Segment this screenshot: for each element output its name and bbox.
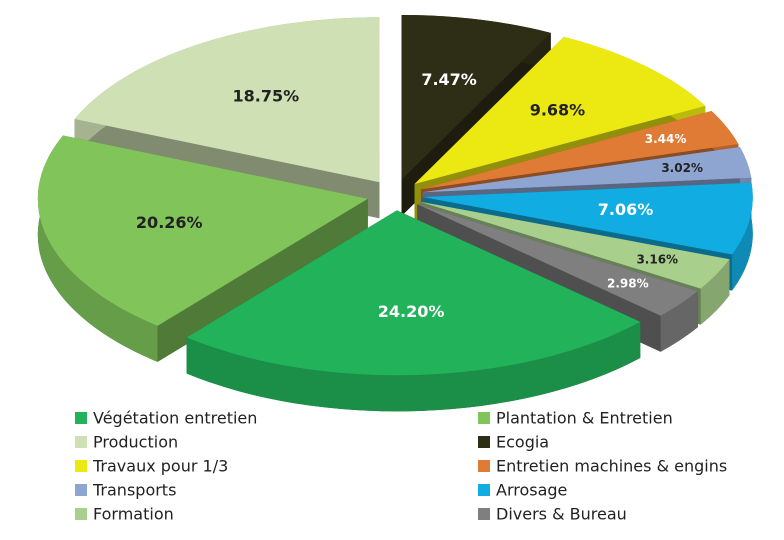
- legend-label: Divers & Bureau: [496, 505, 627, 524]
- slice: [420, 201, 730, 289]
- slice: [417, 204, 698, 316]
- slice: [422, 182, 753, 255]
- legend-label: Végétation entretien: [93, 409, 257, 428]
- legend-swatch: [75, 508, 87, 520]
- data-label: 24.20%: [378, 302, 445, 321]
- legend-swatch: [75, 460, 87, 472]
- legend-label: Formation: [93, 505, 174, 524]
- legend-swatch: [478, 460, 490, 472]
- legend-swatch: [75, 436, 87, 448]
- legend-swatch: [478, 484, 490, 496]
- data-label: 20.26%: [136, 213, 203, 232]
- data-label: 3.16%: [636, 252, 678, 266]
- pie: 24.20% 20.26% 18.75% 7.47% 9.68% 3.44% 3.02% 7.…: [37, 15, 753, 412]
- slice-side: [157, 198, 368, 362]
- legend-swatch: [75, 412, 87, 424]
- slice-side: [186, 321, 641, 412]
- data-label: 18.75%: [232, 87, 299, 106]
- legend-swatch: [478, 508, 490, 520]
- data-label: 3.44%: [645, 132, 687, 146]
- legend-label: Travaux pour 1/3: [92, 457, 228, 476]
- slice: [401, 15, 551, 181]
- slice-side: [660, 291, 698, 352]
- legend-label: Entretien machines & engins: [496, 457, 727, 476]
- data-label: 7.47%: [421, 70, 477, 89]
- legend-label: Plantation & Entretien: [496, 409, 673, 428]
- slice: [414, 36, 706, 184]
- data-label: 9.68%: [530, 100, 586, 119]
- slice-side: [732, 182, 753, 291]
- legend-swatch: [75, 484, 87, 496]
- data-label: 2.98%: [607, 276, 649, 290]
- legend: Végétation entretien Plantation & Entreti…: [75, 409, 727, 524]
- data-label: 3.02%: [661, 161, 703, 175]
- legend-label: Ecogia: [496, 433, 549, 452]
- slice: [74, 17, 380, 183]
- slice: [422, 147, 752, 193]
- slice: [420, 111, 739, 190]
- data-label: 7.06%: [598, 200, 654, 219]
- legend-swatch: [478, 412, 490, 424]
- legend-swatch: [478, 436, 490, 448]
- legend-label: Transports: [92, 481, 176, 500]
- legend-label: Arrosage: [496, 481, 567, 500]
- slice: [37, 135, 368, 326]
- legend-label: Production: [93, 433, 178, 452]
- slice-side: [700, 259, 730, 325]
- slice: [186, 210, 641, 376]
